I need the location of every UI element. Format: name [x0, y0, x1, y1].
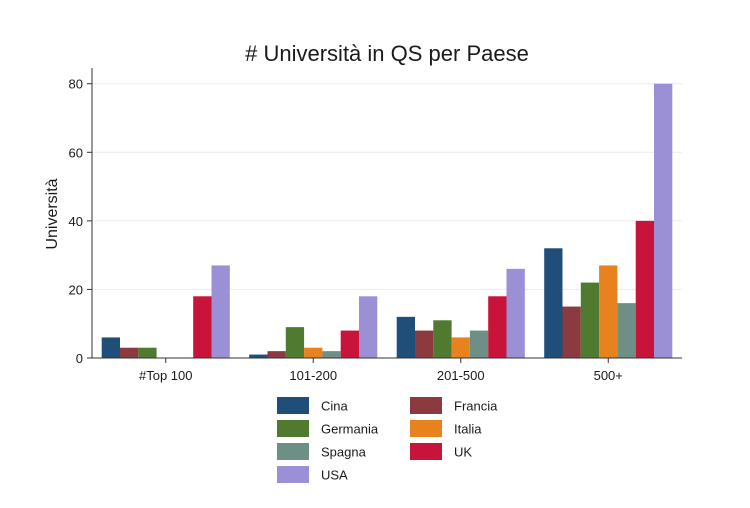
bar-uk-0 [193, 296, 212, 358]
bar-usa-1 [359, 296, 378, 358]
legend-swatch-spagna [277, 443, 309, 460]
bar-francia-3 [562, 306, 581, 358]
bar-germania-3 [580, 282, 600, 358]
y-axis-label: Università [44, 178, 61, 249]
bar-cina-3 [544, 248, 563, 358]
bar-italia-3 [599, 265, 618, 358]
bar-cina-1 [249, 354, 268, 358]
legend-label-italia: Italia [454, 422, 482, 437]
bar-italia-1 [304, 347, 323, 358]
legend-label-francia: Francia [454, 399, 498, 414]
bar-usa-3 [654, 83, 673, 358]
legend-swatch-cina [277, 397, 309, 414]
bar-uk-3 [635, 220, 654, 358]
legend-swatch-germania [277, 420, 309, 437]
x-tick-label: 500+ [594, 368, 623, 383]
bar-italia-2 [451, 337, 470, 358]
bar-spagna-1 [322, 351, 341, 358]
legend-swatch-italia [410, 420, 442, 437]
y-tick-label: 40 [69, 214, 83, 229]
y-tick-label: 0 [76, 351, 83, 366]
bar-germania-1 [285, 327, 305, 358]
x-tick-label: 201-500 [437, 368, 485, 383]
bar-cina-2 [396, 316, 415, 358]
legend-label-uk: UK [454, 445, 472, 460]
bar-francia-2 [415, 330, 434, 358]
axes: 0 20 40 60 80 #Top 100 101-200 201-500 500+ [69, 68, 682, 383]
bar-francia-1 [267, 351, 286, 358]
bar-cina-0 [101, 337, 120, 358]
legend-label-usa: USA [321, 468, 348, 483]
bar-uk-1 [340, 330, 359, 358]
legend-swatch-uk [410, 443, 442, 460]
y-tick-label: 80 [69, 77, 83, 92]
grid-lines [92, 83, 682, 290]
x-tick-label: #Top 100 [139, 368, 193, 383]
bar-germania-0 [138, 347, 157, 358]
chart-title: # Università in QS per Paese [245, 41, 529, 66]
x-tick-label: 101-200 [289, 368, 337, 383]
bars [101, 83, 673, 358]
bar-usa-2 [506, 268, 525, 358]
legend-label-germania: Germania [321, 422, 379, 437]
bar-spagna-3 [617, 303, 636, 358]
y-tick-label: 20 [69, 282, 83, 297]
legend-swatch-francia [410, 397, 442, 414]
legend-label-spagna: Spagna [321, 445, 367, 460]
legend: Cina Francia Germania Italia Spagna UK USA [277, 397, 498, 483]
legend-swatch-usa [277, 466, 309, 483]
y-tick-label: 60 [69, 145, 83, 160]
bar-usa-0 [211, 265, 230, 358]
bar-uk-2 [488, 296, 507, 358]
bar-germania-2 [433, 320, 452, 358]
bar-spagna-2 [469, 330, 489, 358]
bar-francia-0 [120, 347, 139, 358]
legend-label-cina: Cina [321, 399, 349, 414]
